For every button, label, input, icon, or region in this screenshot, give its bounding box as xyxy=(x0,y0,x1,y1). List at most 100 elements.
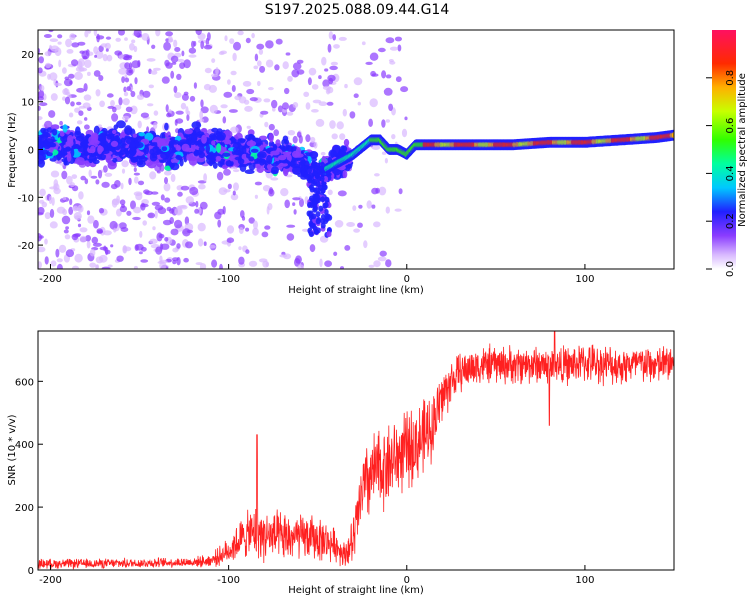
heatmap-noise-blob xyxy=(129,43,135,51)
heatmap-noise-blob xyxy=(254,53,259,62)
heatmap-band-blob xyxy=(80,139,91,145)
heatmap-band-blob xyxy=(230,138,237,144)
heatmap-noise-blob xyxy=(101,181,110,188)
heatmap-band-blob xyxy=(112,157,118,163)
heatmap-noise-blob xyxy=(177,191,183,197)
heatmap-noise-blob xyxy=(353,228,360,233)
heatmap-noise-blob xyxy=(69,33,76,41)
heatmap-noise-blob xyxy=(165,38,170,43)
heatmap-noise-blob xyxy=(211,259,218,268)
heatmap-noise-blob xyxy=(273,129,280,137)
heatmap-noise-blob xyxy=(133,30,142,38)
heatmap-noise-blob xyxy=(353,77,363,86)
heatmap-noise-blob xyxy=(140,112,149,118)
heatmap-noise-blob xyxy=(198,118,205,123)
heatmap-noise-blob xyxy=(114,50,123,56)
heatmap-noise-blob xyxy=(311,109,319,113)
heatmap-band-blob xyxy=(291,150,300,158)
heatmap-noise-blob xyxy=(94,54,98,58)
heatmap-noise-blob xyxy=(246,88,255,95)
spectrogram-heatmap xyxy=(38,30,674,269)
heatmap-noise-blob xyxy=(329,120,336,129)
heatmap-noise-blob xyxy=(327,43,332,53)
heatmap-noise-blob xyxy=(105,36,112,40)
heatmap-noise-blob xyxy=(309,244,316,253)
heatmap-noise-blob xyxy=(232,190,236,196)
heatmap-noise-blob xyxy=(334,220,344,228)
heatmap-noise-blob xyxy=(44,238,48,245)
heatmap-noise-blob xyxy=(99,246,108,251)
heatmap-noise-blob xyxy=(346,222,355,227)
heatmap-noise-blob xyxy=(292,197,301,201)
heatmap-noise-blob xyxy=(128,62,133,70)
heatmap-noise-blob xyxy=(69,182,75,188)
heatmap-noise-blob xyxy=(183,59,191,69)
heatmap-noise-blob xyxy=(164,59,170,67)
heatmap-noise-blob xyxy=(95,256,104,264)
chart-title: S197.2025.088.09.44.G14 xyxy=(264,2,450,18)
heatmap-noise-blob xyxy=(230,193,239,201)
heatmap-noise-blob xyxy=(93,70,101,77)
heatmap-noise-blob xyxy=(274,64,280,71)
colorbar-tick-label: 0.2 xyxy=(725,213,736,229)
heatmap-noise-blob xyxy=(65,226,69,230)
heatmap-band-blob xyxy=(330,149,337,159)
heatmap-noise-blob xyxy=(296,59,304,64)
heatmap-noise-blob xyxy=(96,228,103,234)
heatmap-band-blob xyxy=(233,150,241,156)
heatmap-noise-blob xyxy=(297,264,304,269)
heatmap-noise-blob xyxy=(39,188,46,197)
heatmap-band-blob xyxy=(40,149,49,155)
heatmap-noise-blob xyxy=(38,56,44,64)
heatmap-band-blob xyxy=(208,151,215,160)
heatmap-noise-blob xyxy=(330,61,338,66)
heatmap-noise-blob xyxy=(258,258,268,263)
heatmap-noise-blob xyxy=(121,76,125,83)
heatmap-noise-blob xyxy=(144,190,153,196)
heatmap-noise-blob xyxy=(312,99,322,104)
heatmap-noise-blob xyxy=(257,60,262,67)
heatmap-dip-blob xyxy=(309,222,315,229)
heatmap-noise-blob xyxy=(188,54,197,58)
heatmap-noise-blob xyxy=(388,59,394,63)
heatmap-band-blob xyxy=(42,128,49,137)
heatmap-band-blob xyxy=(97,145,103,155)
heatmap-noise-blob xyxy=(168,38,174,43)
heatmap-noise-blob xyxy=(401,128,408,138)
heatmap-noise-blob xyxy=(49,208,55,218)
heatmap-noise-blob xyxy=(181,50,185,57)
heatmap-noise-blob xyxy=(87,215,95,224)
heatmap-noise-blob xyxy=(233,41,241,51)
heatmap-band-blob xyxy=(93,125,100,135)
heatmap-noise-blob xyxy=(331,133,338,140)
heatmap-noise-blob xyxy=(245,227,250,232)
heatmap-noise-blob xyxy=(110,244,114,248)
heatmap-noise-blob xyxy=(164,170,172,176)
heatmap-noise-blob xyxy=(49,72,58,81)
heatmap-noise-blob xyxy=(50,45,59,52)
heatmap-noise-blob xyxy=(176,257,181,266)
heatmap-noise-blob xyxy=(78,110,84,116)
heatmap-noise-blob xyxy=(66,175,73,185)
heatmap-band-blob xyxy=(116,120,126,129)
spectrogram-x-ticks: -200 -100 0 100 xyxy=(39,264,594,285)
heatmap-band-blob xyxy=(75,126,81,136)
heatmap-noise-blob xyxy=(155,30,161,37)
heatmap-noise-blob xyxy=(307,77,312,86)
heatmap-band-blob xyxy=(309,151,319,159)
heatmap-noise-blob xyxy=(324,68,329,72)
heatmap-noise-blob xyxy=(218,187,228,196)
heatmap-noise-blob xyxy=(59,120,63,126)
heatmap-noise-blob xyxy=(174,47,181,52)
heatmap-noise-blob xyxy=(55,248,60,258)
heatmap-band-blob xyxy=(161,146,168,152)
heatmap-noise-blob xyxy=(200,99,204,108)
heatmap-noise-blob xyxy=(226,237,235,243)
heatmap-noise-blob xyxy=(164,237,169,242)
heatmap-noise-blob xyxy=(313,141,318,149)
heatmap-noise-blob xyxy=(122,98,130,106)
heatmap-noise-blob xyxy=(222,205,226,215)
heatmap-band-blob xyxy=(278,162,288,167)
heatmap-noise-blob xyxy=(137,180,145,186)
